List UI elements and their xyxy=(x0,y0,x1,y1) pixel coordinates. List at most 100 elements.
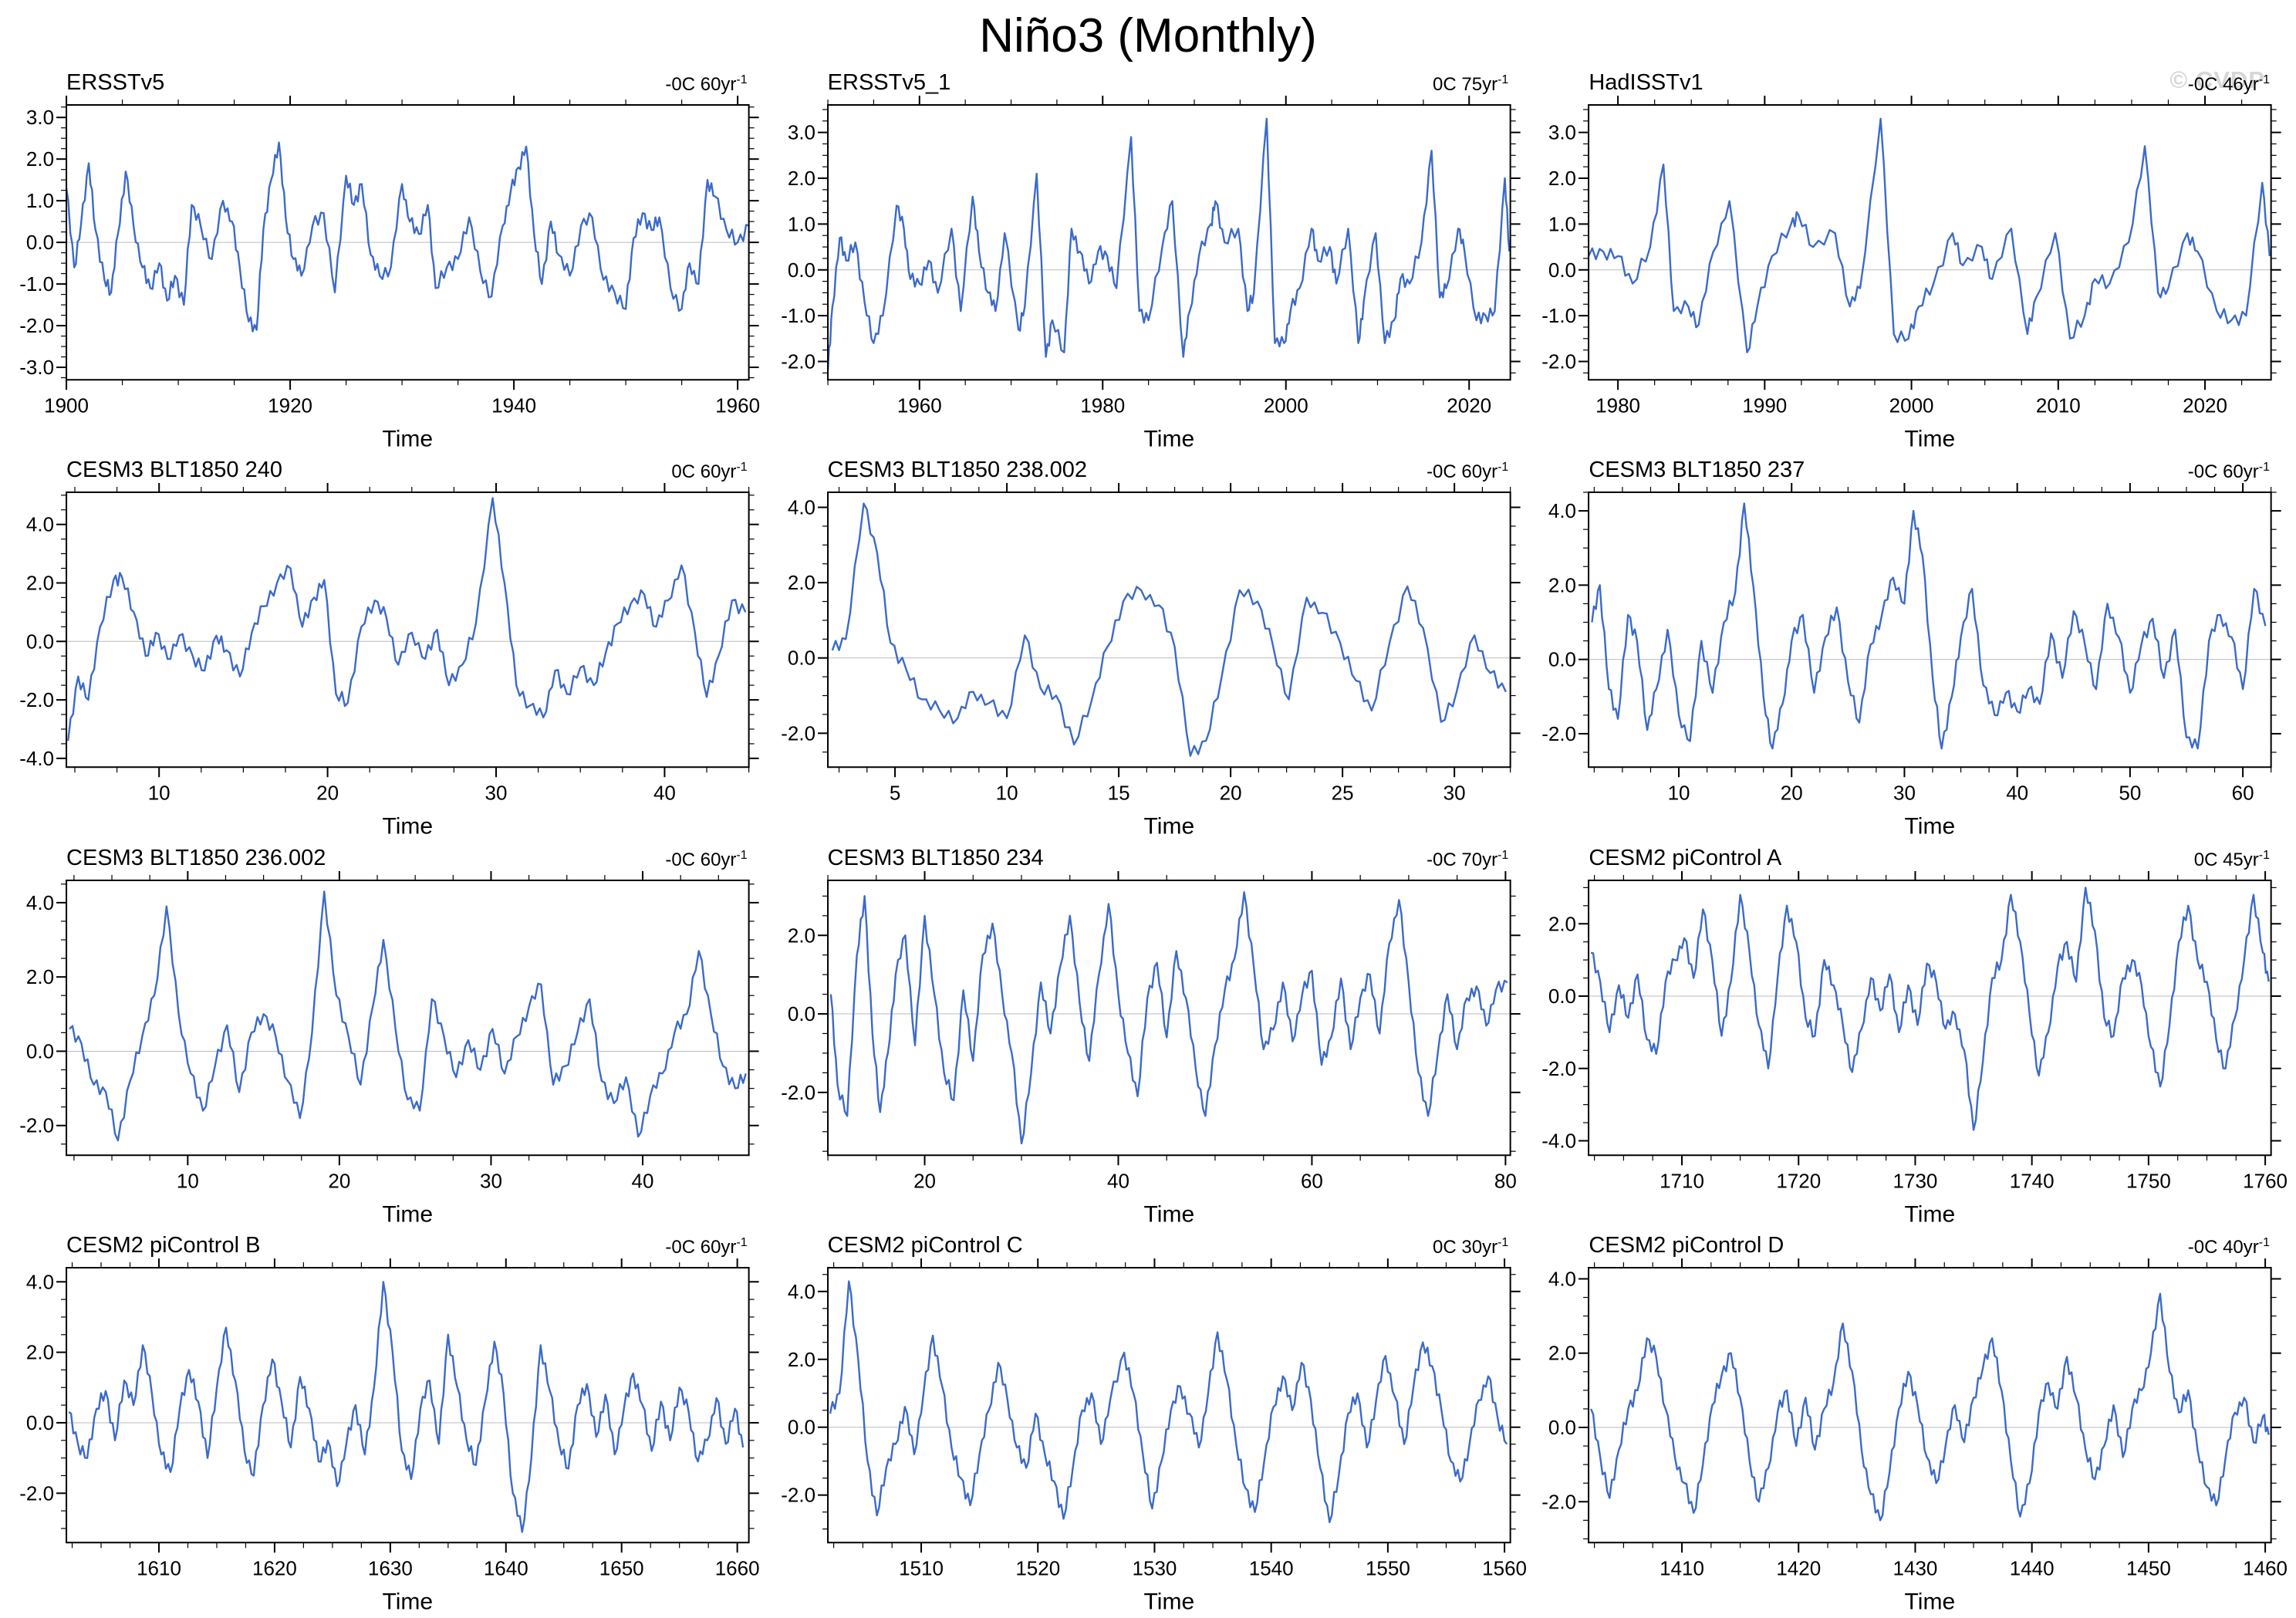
x-axis-title: Time xyxy=(1143,1201,1194,1227)
panel-title: CESM2 piControl B xyxy=(66,1232,261,1258)
series-line xyxy=(831,502,1507,758)
panel-header: CESM2 piControl A 0C 45yr-1 xyxy=(1528,840,2290,871)
y-tick-label: 2.0 xyxy=(26,965,54,988)
panel-trend-label: -0C 60yr-1 xyxy=(1427,461,1509,483)
y-tick-label: 3.0 xyxy=(26,106,54,129)
x-tick-label: 2020 xyxy=(2183,394,2227,417)
series-line xyxy=(1590,1292,2271,1522)
y-tick-label: 2.0 xyxy=(26,147,54,171)
x-tick-label: 80 xyxy=(1494,1169,1517,1192)
x-tick-label: 1720 xyxy=(1777,1169,1822,1192)
y-tick-label: -4.0 xyxy=(19,747,54,770)
x-tick-label: 40 xyxy=(653,782,676,805)
x-tick-label: 1520 xyxy=(1015,1556,1060,1579)
x-axis-title: Time xyxy=(1905,1589,1956,1614)
x-tick-label: 1460 xyxy=(2243,1556,2288,1579)
y-tick-label: -2.0 xyxy=(781,1484,815,1507)
x-tick-label: 1550 xyxy=(1366,1556,1410,1579)
x-tick-label: 10 xyxy=(177,1169,199,1192)
y-tick-label: 0.0 xyxy=(26,231,54,254)
series-line xyxy=(1589,117,2271,353)
panel-plot: 10 20 30 40 50 60 4.0 2.0 0.0 -2.0 Time xyxy=(1542,483,2281,839)
y-tick-label: 2.0 xyxy=(788,571,815,594)
x-tick-label: 1730 xyxy=(1893,1169,1938,1192)
x-axis-title: Time xyxy=(1143,814,1194,839)
x-tick-label: 1530 xyxy=(1132,1556,1177,1579)
panel-header: HadISSTv1 -0C 46yr-1 xyxy=(1528,65,2290,96)
panel-plot: 1410 1420 1430 1440 1450 1460 4.0 2.0 0.0 -2.0 Tim… xyxy=(1542,1258,2288,1614)
y-tick-label: 0.0 xyxy=(1548,648,1576,671)
plot-frame xyxy=(1588,1266,2272,1544)
panel-trend-label: -0C 46yr-1 xyxy=(2187,73,2270,95)
panel-title: CESM2 piControl A xyxy=(1589,845,1782,870)
chart-panel: CESM2 piControl B -0C 60yr-1 1610 1620 163… xyxy=(6,1228,768,1615)
panel-trend-label: 0C 60yr-1 xyxy=(671,461,748,483)
x-tick-label: 1960 xyxy=(897,394,942,417)
x-tick-label: 60 xyxy=(1301,1169,1323,1192)
x-axis-title: Time xyxy=(383,1589,434,1614)
y-tick-label: 0.0 xyxy=(26,630,54,654)
x-tick-label: 15 xyxy=(1107,782,1129,805)
panel-header: CESM3 BLT1850 236.002 -0C 60yr-1 xyxy=(6,840,768,871)
chart-panel: CESM3 BLT1850 234 -0C 70yr-1 20 40 60 80 2.0… xyxy=(768,840,1529,1228)
page-title: Niño3 (Monthly) xyxy=(979,9,1317,62)
y-tick-label: -2.0 xyxy=(1542,1490,1577,1513)
y-tick-label: -2.0 xyxy=(781,1080,815,1103)
x-axis-title: Time xyxy=(1143,1589,1194,1614)
y-tick-label: 2.0 xyxy=(788,167,815,190)
chart-panel: CESM2 piControl D -0C 40yr-1 1410 1420 143… xyxy=(1528,1228,2290,1615)
panel-title: CESM3 BLT1850 234 xyxy=(827,845,1044,870)
chart-panel: CESM2 piControl A 0C 45yr-1 1710 1720 1730… xyxy=(1528,840,2290,1228)
chart-panel: CESM3 BLT1850 237 -0C 60yr-1 10 20 30 40 50 6… xyxy=(1528,452,2290,839)
x-tick-label: 1750 xyxy=(2126,1169,2171,1192)
panel-title: CESM3 BLT1850 240 xyxy=(66,458,282,483)
series-line xyxy=(829,890,1508,1144)
y-tick-label: 1.0 xyxy=(788,212,815,235)
x-tick-label: 1420 xyxy=(1777,1556,1822,1579)
x-axis-title: Time xyxy=(1905,1201,1956,1227)
x-tick-label: 20 xyxy=(913,1169,936,1192)
y-tick-label: 2.0 xyxy=(26,572,54,595)
x-axis-title: Time xyxy=(383,426,434,451)
chart-panel: CESM3 BLT1850 238.002 -0C 60yr-1 5 10 15 20… xyxy=(768,452,1529,839)
plot-frame xyxy=(1588,879,2272,1156)
panel-plot: 1610 1620 1630 1640 1650 1660 4.0 2.0 0.0 -2.0 Tim… xyxy=(19,1258,760,1614)
x-tick-label: 1650 xyxy=(599,1556,644,1579)
y-tick-label: 4.0 xyxy=(26,1270,54,1293)
x-tick-label: 40 xyxy=(632,1169,654,1192)
plot-frame xyxy=(1588,104,2272,381)
x-tick-label: 1980 xyxy=(1080,394,1125,417)
x-tick-label: 50 xyxy=(2119,782,2142,805)
x-tick-label: 30 xyxy=(1893,782,1916,805)
y-tick-label: 0.0 xyxy=(788,1002,815,1025)
panel-header: CESM2 piControl D -0C 40yr-1 xyxy=(1528,1228,2290,1258)
y-tick-label: -2.0 xyxy=(1542,1056,1577,1079)
plot-frame xyxy=(1588,491,2272,768)
x-tick-label: 1980 xyxy=(1596,394,1641,417)
x-tick-label: 20 xyxy=(328,1169,350,1192)
y-tick-label: 2.0 xyxy=(1548,1342,1576,1365)
y-tick-label: 4.0 xyxy=(26,513,54,536)
x-tick-label: 60 xyxy=(2232,782,2254,805)
y-tick-label: -2.0 xyxy=(19,688,54,711)
series-line xyxy=(1591,886,2271,1131)
y-tick-label: -1.0 xyxy=(781,304,815,327)
y-tick-label: 4.0 xyxy=(26,891,54,914)
panel-trend-label: -0C 60yr-1 xyxy=(665,73,748,95)
y-tick-label: 2.0 xyxy=(1548,574,1576,597)
x-tick-label: 40 xyxy=(1107,1169,1129,1192)
panel-header: ERSSTv5 -0C 60yr-1 xyxy=(6,65,768,96)
panel-title: ERSSTv5_1 xyxy=(827,70,951,95)
series-line xyxy=(829,1280,1508,1523)
y-tick-label: -1.0 xyxy=(19,272,54,296)
y-tick-label: -2.0 xyxy=(19,314,54,337)
series-line xyxy=(827,117,1511,371)
panel-header: CESM3 BLT1850 237 -0C 60yr-1 xyxy=(1528,452,2290,483)
series-line xyxy=(69,890,747,1141)
x-tick-label: 1540 xyxy=(1248,1556,1293,1579)
panel-plot: 1980 1990 2000 2010 2020 3.0 2.0 1.0 0.0 -1.0 -2.0… xyxy=(1542,96,2281,451)
panel-plot: 1710 1720 1730 1740 1750 1760 2.0 0.0 -2.0 -4.0 Ti… xyxy=(1542,870,2288,1227)
x-tick-label: 2000 xyxy=(1263,394,1308,417)
panel-plot: 1510 1520 1530 1540 1550 1560 4.0 2.0 0.0 -2.0 Tim… xyxy=(781,1258,1527,1614)
y-tick-label: -4.0 xyxy=(1542,1129,1577,1152)
